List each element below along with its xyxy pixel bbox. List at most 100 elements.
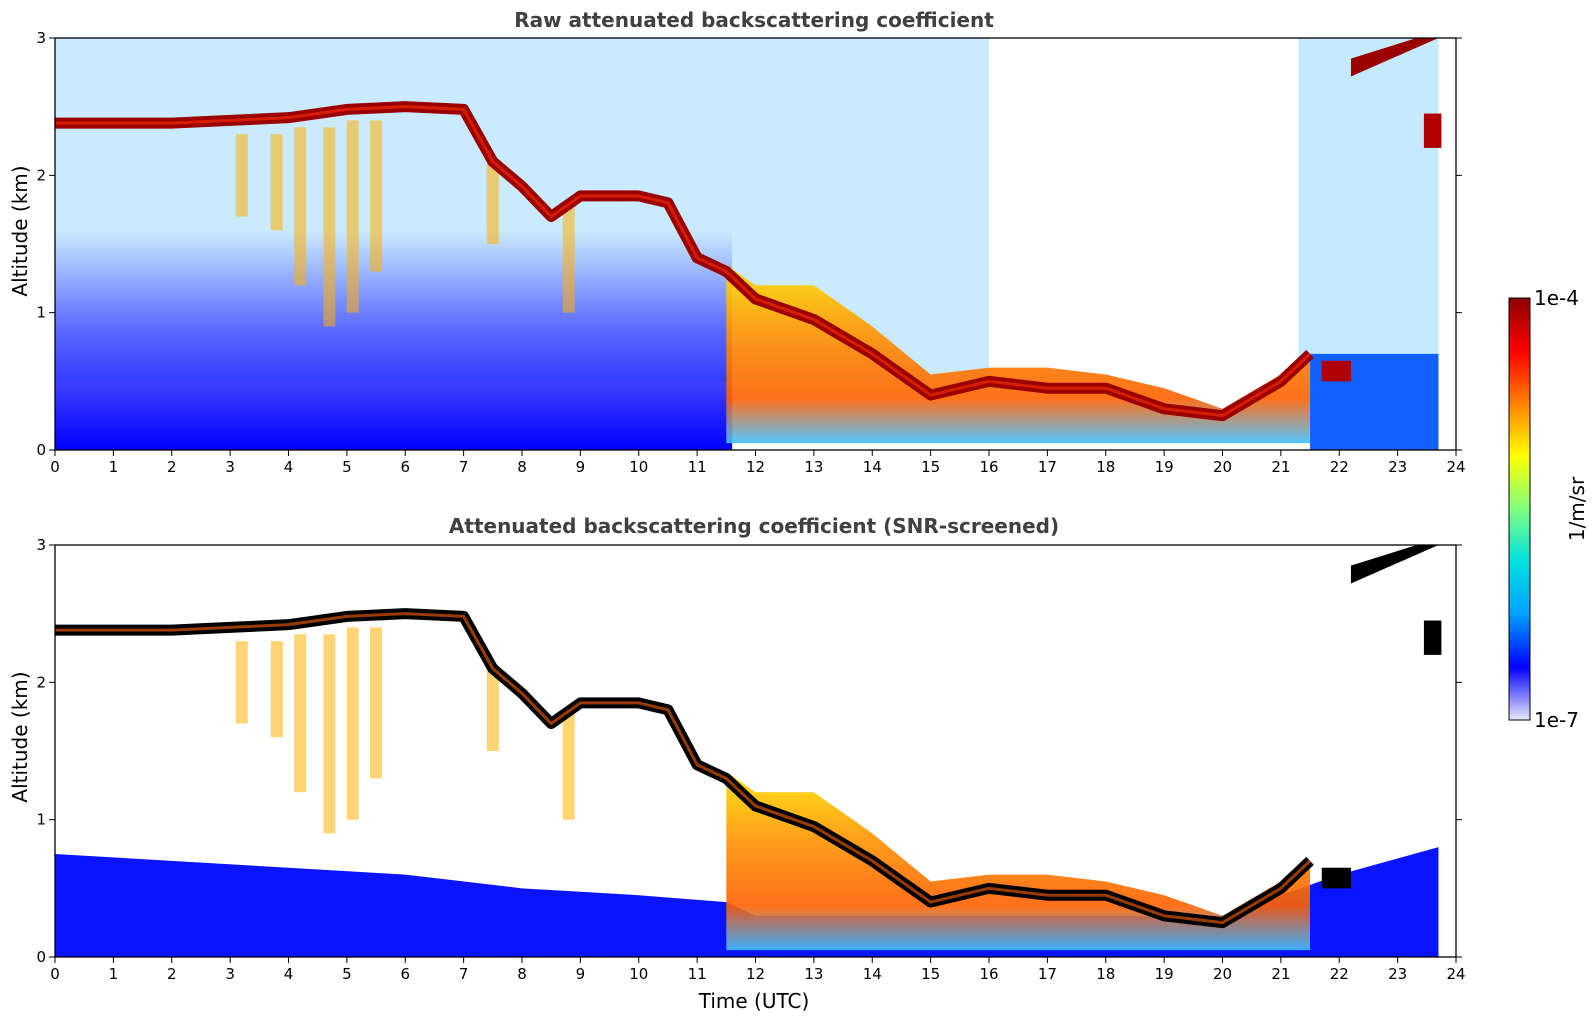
x-tick-label: 11 [688, 458, 707, 476]
x-tick-label: 10 [629, 458, 648, 476]
virga-streak [346, 120, 359, 313]
virga-streak [294, 634, 307, 793]
isolated-cloud [1423, 620, 1442, 655]
x-tick-label: 16 [979, 458, 998, 476]
colorbar-min-label: 1e-7 [1534, 708, 1579, 732]
x-tick-label: 8 [517, 458, 527, 476]
virga-streak [370, 627, 383, 779]
cloud-layer-edge [55, 612, 1312, 925]
x-tick-label: 21 [1271, 965, 1290, 983]
x-tick-label: 17 [1038, 965, 1057, 983]
mixed-layer-region [726, 264, 1311, 444]
x-tick-label: 18 [1096, 458, 1115, 476]
x-tick-label: 22 [1330, 458, 1349, 476]
upper-cloud [1350, 545, 1439, 584]
x-tick-label: 12 [746, 965, 765, 983]
panel2-ylabel: Altitude (km) [8, 671, 32, 802]
colorbar-units-label: 1/m/sr [1565, 476, 1589, 541]
x-tick-label: 24 [1446, 458, 1465, 476]
virga-streak [270, 641, 283, 738]
x-tick-label: 0 [50, 965, 60, 983]
y-tick-label: 1 [36, 811, 46, 829]
virga-streak [323, 127, 336, 327]
panel2-title: Attenuated backscattering coefficient (S… [449, 514, 1059, 538]
x-tick-label: 21 [1271, 458, 1290, 476]
x-tick-label: 14 [863, 458, 882, 476]
isolated-cloud [1321, 867, 1351, 889]
x-tick-label: 19 [1155, 458, 1174, 476]
x-tick-label: 2 [167, 458, 177, 476]
x-tick-label: 3 [225, 458, 235, 476]
heatmap-field [55, 38, 1456, 450]
x-tick-label: 10 [629, 965, 648, 983]
x-tick-label: 12 [746, 458, 765, 476]
x-tick-label: 1 [109, 965, 119, 983]
x-tick-label: 15 [921, 458, 940, 476]
y-tick-label: 2 [36, 673, 46, 691]
y-tick-label: 0 [36, 948, 46, 966]
x-tick-label: 13 [804, 965, 823, 983]
x-tick-label: 24 [1446, 965, 1465, 983]
isolated-cloud [1321, 360, 1351, 382]
noise-region [1298, 38, 1439, 382]
virga-streak [562, 709, 575, 820]
x-tick-label: 11 [688, 965, 707, 983]
x-tick-label: 23 [1388, 965, 1407, 983]
virga-streak [562, 202, 575, 313]
x-tick-label: 15 [921, 965, 940, 983]
x-tick-label: 4 [284, 458, 294, 476]
x-tick-label: 16 [979, 965, 998, 983]
virga-streak [323, 634, 336, 834]
x-tick-label: 14 [863, 965, 882, 983]
x-tick-label: 5 [342, 458, 352, 476]
virga-streak [346, 627, 359, 820]
virga-streak [294, 127, 307, 286]
upper-cloud [1350, 38, 1439, 77]
x-tick-label: 7 [459, 965, 469, 983]
y-tick-label: 2 [36, 166, 46, 184]
x-tick-label: 8 [517, 965, 527, 983]
x-tick-label: 13 [804, 458, 823, 476]
x-tick-label: 20 [1213, 965, 1232, 983]
mixed-layer-region [726, 771, 1311, 951]
virga-streak [486, 668, 499, 751]
heatmap-field [55, 545, 1456, 957]
x-tick-label: 9 [576, 458, 586, 476]
x-tick-label: 2 [167, 965, 177, 983]
y-tick-label: 1 [36, 304, 46, 322]
x-tick-label: 3 [225, 965, 235, 983]
x-tick-label: 9 [576, 965, 586, 983]
cloud-layer-edge [55, 105, 1312, 418]
y-tick-label: 3 [36, 29, 46, 47]
y-tick-label: 0 [36, 441, 46, 459]
x-tick-label: 6 [400, 458, 410, 476]
panel2-plot-area: 0 1 2 3 4 5 6 7 8 9 10 11 12 13 14 15 16 17 18 19 20 21 22 23 24… [36, 536, 1465, 983]
x-tick-label: 5 [342, 965, 352, 983]
isolated-cloud [1423, 113, 1442, 148]
x-tick-label: 4 [284, 965, 294, 983]
colorbar-max-label: 1e-4 [1534, 286, 1579, 310]
x-tick-label: 20 [1213, 458, 1232, 476]
x-tick-label: 22 [1330, 965, 1349, 983]
x-tick-label: 7 [459, 458, 469, 476]
x-tick-label: 19 [1155, 965, 1174, 983]
colorbar-ramp [1508, 297, 1531, 721]
virga-streak [235, 134, 248, 217]
colorbar: 1e-4 1e-7 1/m/sr [1508, 286, 1589, 732]
virga-streak [270, 134, 283, 231]
panel2-xlabel: Time (UTC) [698, 989, 810, 1013]
virga-streak [370, 120, 383, 272]
x-tick-label: 17 [1038, 458, 1057, 476]
virga-streak [235, 641, 248, 724]
x-tick-label: 23 [1388, 458, 1407, 476]
panel1-title: Raw attenuated backscattering coefficien… [514, 8, 994, 32]
panel1-plot-area: 0 1 2 3 4 5 6 7 8 9 10 11 12 13 14 15 16 17 18 19 20 21 22 23 24… [36, 29, 1465, 476]
y-tick-label: 3 [36, 536, 46, 554]
panel1-ylabel: Altitude (km) [8, 165, 32, 296]
x-tick-label: 18 [1096, 965, 1115, 983]
x-tick-label: 6 [400, 965, 410, 983]
virga-streak [486, 161, 499, 244]
boundary-layer-noise [55, 230, 733, 450]
x-tick-label: 0 [50, 458, 60, 476]
